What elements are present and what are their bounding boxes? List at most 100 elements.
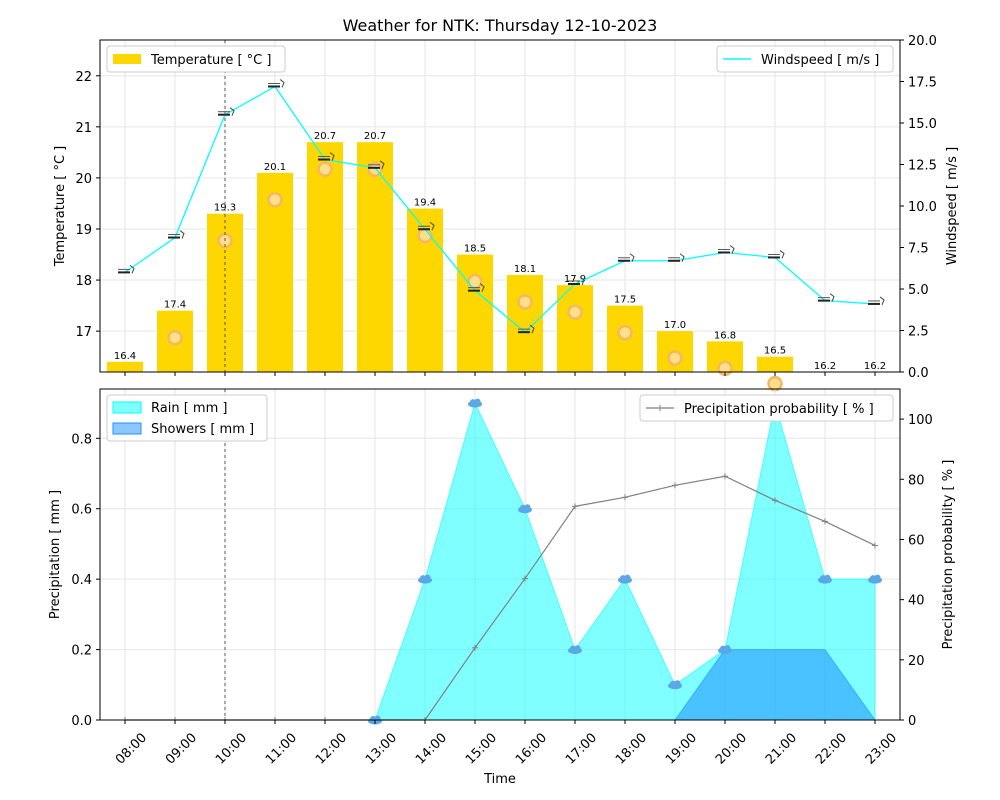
cloud-icon: [568, 645, 582, 655]
x-tick-label: 15:00: [463, 730, 500, 767]
y-tick-label: 17: [75, 325, 92, 340]
temperature-bar: [357, 142, 393, 372]
y-tick-label: 0.8: [71, 432, 92, 447]
cloud-icon: [718, 645, 732, 655]
wind-arrow-head: [629, 253, 635, 262]
wind-arrow-head: [179, 230, 185, 239]
y2-axis-label: Precipitation probability [ % ]: [941, 460, 956, 650]
precip-probability-marker: [672, 482, 678, 489]
sun-icon-disc: [767, 375, 783, 392]
precip-probability-marker: [522, 575, 528, 582]
x-tick-label: 11:00: [263, 730, 300, 767]
wind-arrow-head: [879, 296, 885, 306]
legend-box: [639, 394, 894, 422]
legend-label-temperature: Temperature [ °C ]: [150, 53, 271, 68]
wind-arrow-icon: [368, 160, 385, 170]
wind-arrow-head: [479, 283, 485, 292]
sun-icon: [667, 350, 683, 366]
legend-left: Rain [ mm ] Showers [ mm ]: [106, 394, 268, 442]
cloud-icon-puff: [824, 574, 831, 581]
y2-tick-label: 12.5: [908, 159, 937, 174]
legend-right: Windspeed [ m/s ]: [716, 45, 894, 73]
wind-arrow-head: [529, 324, 535, 334]
x-tick-label: 21:00: [763, 730, 800, 767]
precip-probability-marker: [822, 518, 828, 525]
sun-icon-disc: [517, 294, 533, 310]
cloud-icon: [868, 574, 882, 584]
temperature-bar: [557, 285, 593, 372]
x-tick-label: 20:00: [713, 730, 750, 767]
y2-tick-label: 0: [908, 714, 916, 729]
y2-tick-label: 20.0: [908, 34, 937, 49]
sun-icon-disc: [167, 329, 183, 346]
wind-arrow-head: [679, 253, 685, 262]
y-tick-label: 0.4: [71, 573, 92, 588]
sun-icon-disc: [667, 350, 683, 366]
wind-arrow-head: [729, 245, 735, 254]
temperature-data-label: 20.1: [264, 162, 286, 173]
windspeed-line: [124, 85, 876, 334]
wind-arrow-head: [279, 79, 285, 88]
cloud-icon-puff: [470, 399, 476, 406]
wind-arrow-icon: [818, 293, 835, 302]
wind-arrow-icon: [718, 245, 735, 254]
cloud-icon-puff: [720, 645, 726, 652]
cloud-icon-puff: [820, 575, 826, 582]
cloud-icon: [618, 574, 632, 584]
wind-arrow-icon: [418, 221, 435, 231]
y2-tick-label: 80: [908, 473, 925, 488]
y2-tick-label: 20: [908, 654, 925, 669]
wind-arrow-head: [429, 221, 435, 231]
wind-arrow-icon: [468, 283, 485, 292]
legend-swatch-showers: [112, 422, 142, 435]
cloud-icon-puff: [574, 645, 581, 652]
sun-icon-disc: [567, 304, 583, 320]
temperature-bar: [107, 361, 143, 372]
sun-icon: [517, 294, 533, 310]
sun-icon: [317, 161, 333, 177]
y-axis-label: Precipitation [ mm ]: [48, 490, 63, 619]
legend-label-showers: Showers [ mm ]: [151, 422, 254, 437]
wind-arrow-head: [129, 265, 135, 274]
y2-tick-label: 0.0: [908, 366, 929, 381]
x-tick-label: 09:00: [163, 730, 200, 767]
cloud-icon-puff: [424, 574, 431, 581]
x-tick-label: 19:00: [663, 730, 700, 767]
y-tick-label: 20: [75, 172, 92, 187]
wind-arrow-icon: [318, 152, 335, 161]
y2-tick-label: 15.0: [908, 117, 937, 132]
temperature-data-label: 16.4: [114, 351, 136, 362]
y2-tick-label: 100: [908, 413, 933, 428]
temperature-data-label: 20.7: [364, 131, 386, 142]
precip-probability-marker: [622, 494, 628, 501]
wind-arrow-head: [379, 160, 385, 170]
cloud-icon-puff: [474, 398, 481, 405]
precip-probability-marker: [472, 644, 478, 651]
cloud-icon-puff: [624, 574, 631, 581]
precipitation-panel: 0.0 0.2 0.4 0.6 0.8 0 20 40 60 80 100 08:00 09:00 10:…: [48, 388, 956, 787]
wind-arrow-icon: [168, 230, 185, 239]
sun-icon-disc: [267, 192, 283, 208]
legend-right: Precipitation probability [ % ]: [639, 394, 894, 422]
y-tick-label: 21: [75, 121, 92, 136]
temperature-bar: [307, 142, 343, 372]
precip-probability-marker: [722, 473, 728, 480]
sun-icon: [267, 192, 283, 208]
cloud-icon-puff: [670, 680, 676, 687]
wind-arrow-icon: [218, 107, 235, 116]
y2-tick-label: 60: [908, 533, 925, 548]
wind-arrow-head: [579, 276, 585, 286]
cloud-icon: [818, 574, 832, 584]
temperature-data-label: 18.1: [514, 264, 536, 275]
y-tick-label: 0.6: [71, 503, 92, 518]
y2-tick-label: 17.5: [908, 76, 937, 91]
cloud-icon-puff: [674, 680, 681, 687]
temperature-data-label: 18.5: [464, 244, 486, 255]
x-tick-label: 22:00: [813, 730, 850, 767]
sun-icon: [567, 304, 583, 320]
x-tick-label: 12:00: [313, 730, 350, 767]
y-tick-label: 19: [75, 223, 92, 238]
wind-arrow-icon: [518, 324, 535, 334]
cloud-icon-puff: [870, 575, 876, 582]
